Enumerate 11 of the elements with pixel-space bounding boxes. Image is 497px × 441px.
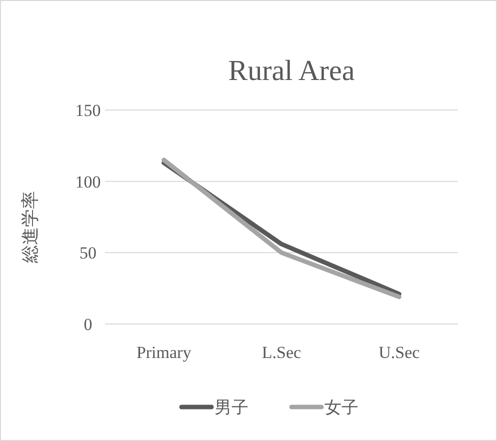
- y-tick-label: 100: [75, 172, 101, 192]
- legend-label: 女子: [324, 398, 358, 417]
- legend-label: 男子: [214, 398, 248, 417]
- y-tick-label: 0: [84, 315, 92, 334]
- y-tick-label: 150: [75, 101, 101, 120]
- chart-title: Rural Area: [228, 55, 355, 87]
- x-tick-label: L.Sec: [262, 343, 302, 362]
- y-axis-title: 総進学率: [20, 191, 40, 264]
- x-tick-label: Primary: [136, 343, 192, 362]
- y-tick-label: 50: [80, 244, 96, 263]
- x-tick-label: U.Sec: [378, 343, 420, 362]
